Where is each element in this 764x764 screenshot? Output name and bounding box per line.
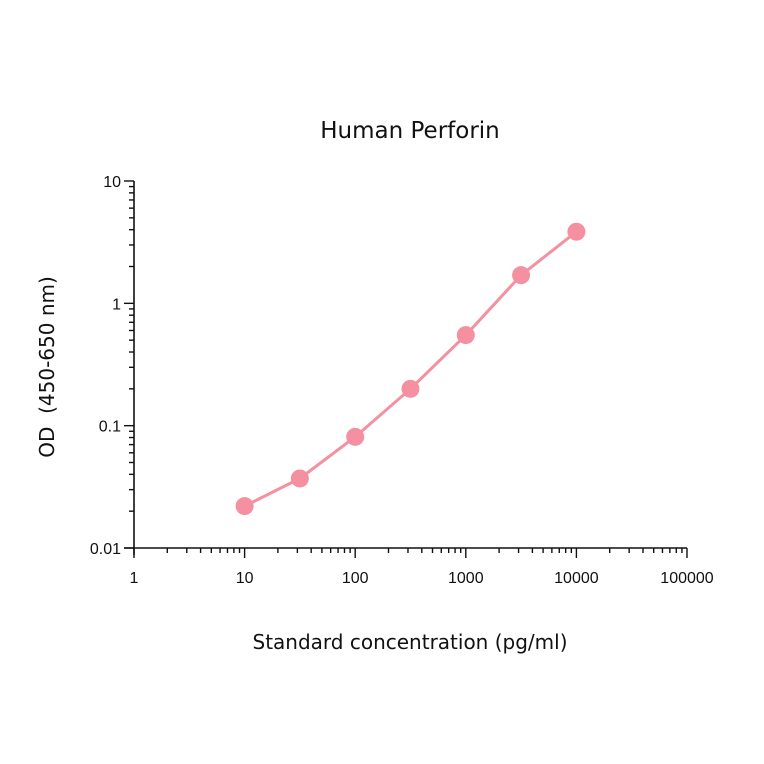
x-tick-label: 100000: [660, 570, 713, 587]
x-tick-label: 1: [130, 570, 139, 587]
data-point: [346, 427, 365, 446]
x-tick-label: 10: [236, 570, 254, 587]
x-tick-label: 100: [342, 570, 369, 587]
data-point: [290, 469, 309, 488]
data-point: [512, 266, 531, 285]
x-tick-label: 10000: [554, 570, 599, 587]
y-axis-label: OD (450-650 nm): [35, 276, 59, 458]
x-axis: 1 10 100 1000 10000 100000: [124, 547, 714, 587]
data-point: [567, 222, 586, 241]
chart-title: Human Perforin: [320, 118, 500, 144]
data-series: [235, 222, 586, 516]
y-axis: 0.01 0.1 1 10: [90, 174, 135, 558]
y-tick-label: 0.1: [99, 419, 121, 436]
x-tick-label: 1000: [448, 570, 484, 587]
y-tick-label: 1: [112, 296, 121, 313]
y-tick-label: 10: [103, 174, 121, 191]
data-point: [456, 326, 475, 345]
x-axis-label: Standard concentration (pg/ml): [253, 630, 568, 654]
data-point: [235, 497, 254, 516]
data-point: [401, 379, 420, 398]
y-tick-label: 0.01: [90, 541, 121, 558]
